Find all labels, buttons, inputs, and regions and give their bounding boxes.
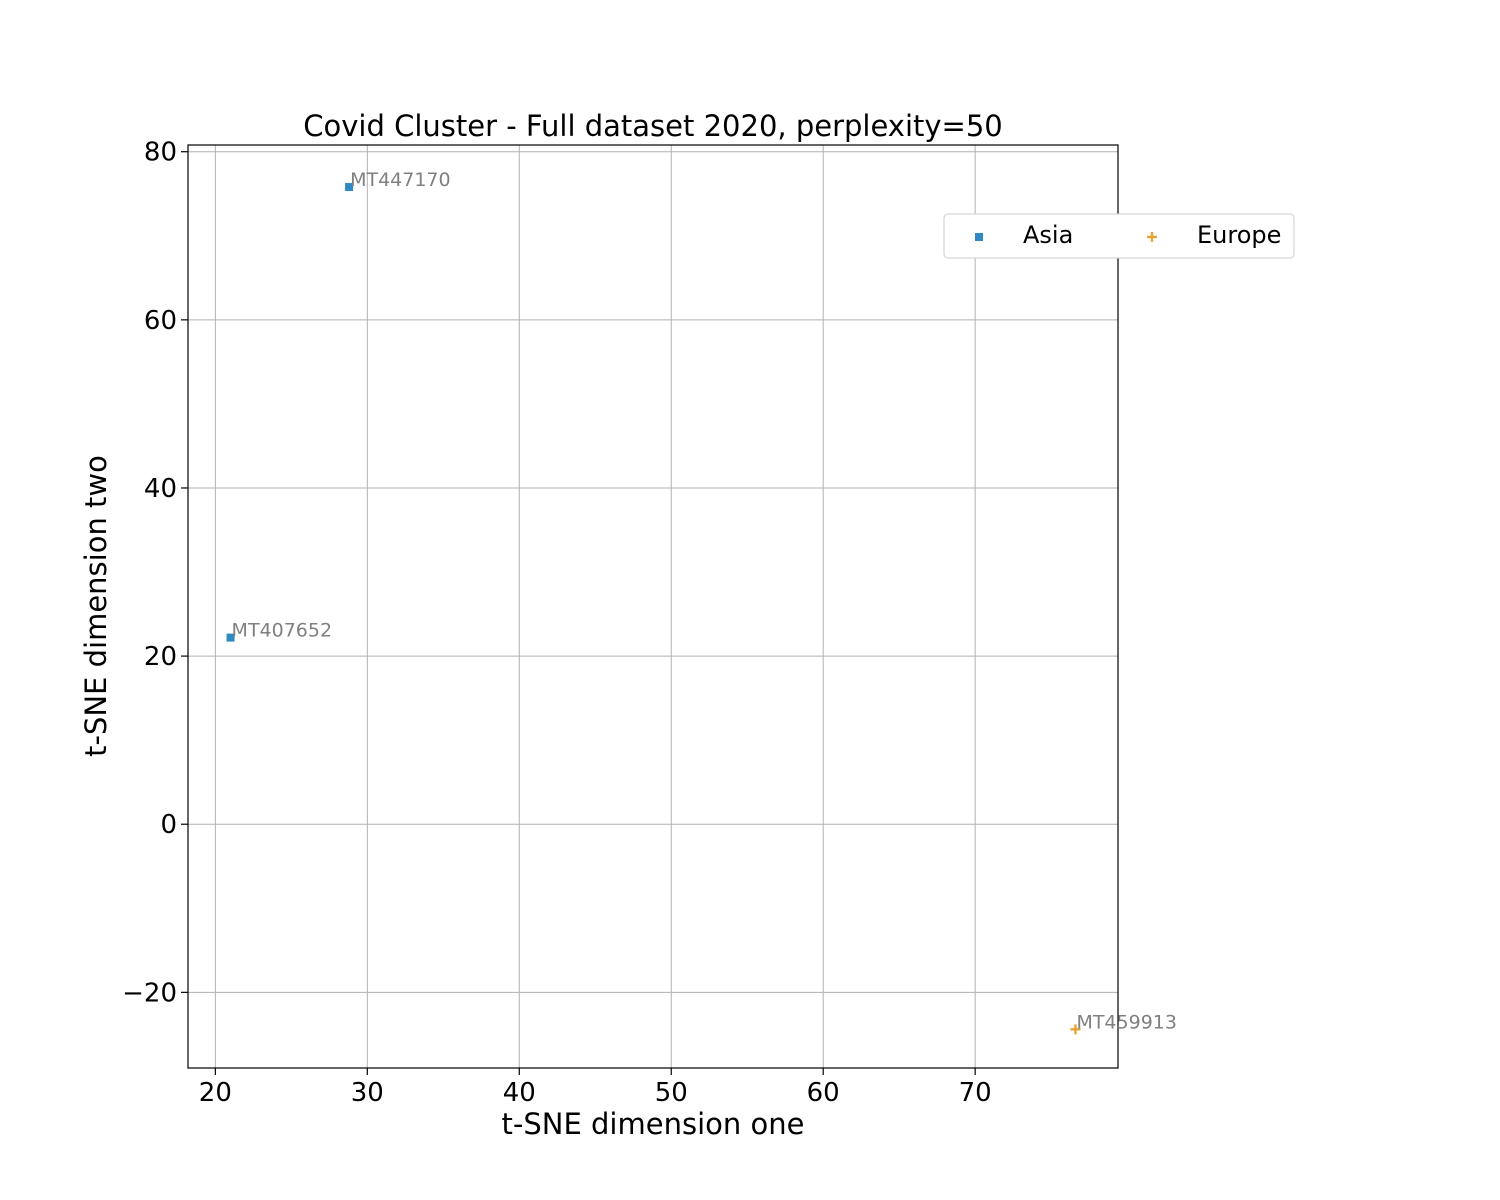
- x-tick-label: 40: [503, 1078, 536, 1108]
- y-tick-label: 0: [160, 810, 177, 840]
- plot-area: [187, 144, 1119, 1069]
- y-tick-label: 40: [144, 474, 177, 504]
- y-tick-label: 20: [144, 642, 177, 672]
- grid: [188, 145, 1118, 1068]
- point-label: MT459913: [1076, 1011, 1177, 1033]
- data-points: MT447170 MT407652 MT459913: [226, 169, 1177, 1035]
- legend-frame: [943, 213, 1295, 259]
- point-label: MT447170: [350, 169, 451, 191]
- axis-ticks: 20 30 40 50 60 70 −20 0 20 40 60 80: [122, 138, 992, 1108]
- legend: Asia Europe: [943, 213, 1295, 259]
- data-point: [226, 633, 235, 642]
- x-tick-label: 20: [199, 1078, 232, 1108]
- x-tick-label: 70: [959, 1078, 992, 1108]
- legend-label: Asia: [1023, 221, 1073, 249]
- y-tick-label: 60: [144, 306, 177, 336]
- data-point: [1070, 1024, 1081, 1035]
- y-tick-label: −20: [122, 978, 177, 1008]
- legend-label: Europe: [1197, 221, 1281, 249]
- y-axis-title: t-SNE dimension two: [79, 455, 113, 757]
- data-point: [345, 183, 354, 192]
- legend-marker: [975, 233, 983, 241]
- x-tick-label: 30: [351, 1078, 384, 1108]
- x-tick-label: 60: [807, 1078, 840, 1108]
- point-label: MT407652: [232, 620, 333, 642]
- y-tick-label: 80: [144, 138, 177, 168]
- legend-marker: [1147, 232, 1157, 242]
- chart-title: Covid Cluster - Full dataset 2020, perpl…: [303, 109, 1003, 143]
- x-tick-label: 50: [655, 1078, 688, 1108]
- x-axis-title: t-SNE dimension one: [502, 1107, 805, 1141]
